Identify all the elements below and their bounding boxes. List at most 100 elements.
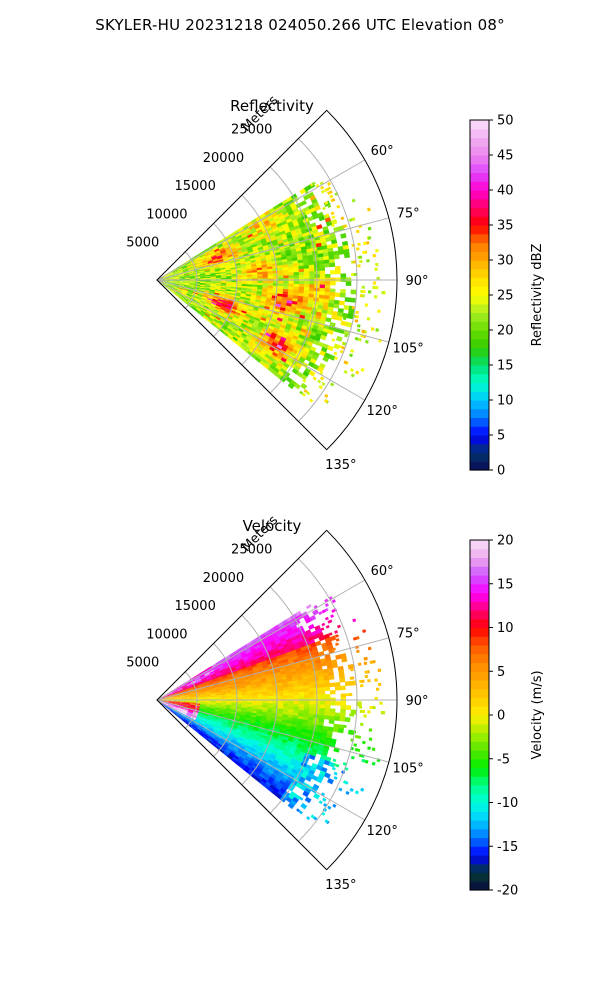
colorbar-tick-label: 5 (497, 665, 505, 680)
colorbar-tick-label: -15 (497, 840, 518, 855)
colorbar-segment (470, 382, 489, 392)
colorbar-segment (470, 365, 489, 375)
colorbar-segment (470, 417, 489, 427)
colorbar-segment (470, 190, 489, 200)
sector-outline (156, 109, 398, 451)
colorbar-segment (470, 583, 489, 594)
colorbar-segment (470, 697, 489, 707)
colorbar-tick-label: 5 (497, 429, 505, 444)
range-tick-label: 20000 (203, 151, 244, 166)
azimuth-tick-label: 90° (405, 274, 428, 289)
colorbar-tick-label: 0 (497, 709, 505, 724)
colorbar-segment (470, 741, 489, 751)
colorbar-segment (470, 715, 489, 725)
range-tick-label: 10000 (146, 627, 187, 642)
colorbar-segment (470, 146, 489, 156)
colorbar-segment (470, 793, 489, 804)
colorbar-segment (470, 207, 489, 217)
azimuth-gridline (156, 699, 389, 763)
colorbar-tick-label: 20 (497, 534, 514, 549)
colorbar-segment (470, 750, 489, 760)
colorbar-segment (470, 330, 489, 340)
colorbar-segment (470, 260, 489, 270)
colorbar-segment (470, 268, 489, 279)
colorbar-label: Reflectivity dBZ (530, 244, 545, 347)
colorbar-segment (470, 286, 489, 296)
radar-data-field (158, 181, 386, 404)
colorbar-tick-label: 0 (497, 464, 505, 479)
colorbar-segment (470, 837, 489, 847)
colorbar-segment (470, 618, 489, 629)
colorbar-segment (470, 645, 489, 655)
colorbar-segment (470, 557, 489, 567)
colorbar-segment (470, 408, 489, 419)
colorbar-segment (470, 461, 489, 471)
colorbar-segment (470, 312, 489, 322)
colorbar-segment (470, 662, 489, 672)
colorbar-segment (470, 785, 489, 795)
colorbar-segment (470, 575, 489, 585)
colorbar-segment (470, 391, 489, 401)
colorbar-segment (470, 163, 489, 174)
colorbar-segment (470, 802, 489, 812)
colorbar-tick-label: -20 (497, 884, 518, 899)
colorbar-tick-label: 30 (497, 254, 514, 269)
colorbar-segment (470, 356, 489, 366)
colorbar-segment (470, 251, 489, 261)
colorbar-tick-label: 50 (497, 114, 514, 129)
range-tick-label: 25000 (231, 123, 272, 138)
azimuth-tick-label: 120° (367, 404, 398, 419)
colorbar-segment (470, 627, 489, 637)
azimuth-tick-label: 60° (371, 564, 394, 579)
colorbar-segment (470, 828, 489, 839)
colorbar-segment (470, 723, 489, 734)
colorbar-segment (470, 540, 489, 550)
colorbar-segment (470, 636, 489, 646)
colorbar-segment (470, 128, 489, 139)
azimuth-gridline (156, 637, 389, 701)
colorbar-segment (470, 706, 489, 716)
colorbar-segment (470, 198, 489, 209)
colorbar-segment (470, 811, 489, 821)
colorbar-segment (470, 155, 489, 165)
velocity-panel-title: Velocity (242, 517, 302, 535)
colorbar-segment (470, 610, 489, 620)
velocity-colorbar: -20 -15 -10 -5 0 5 10 15 20 Velocity (m/s) (469, 534, 545, 899)
colorbar-tick-label: -5 (497, 752, 510, 767)
colorbar-segment (470, 216, 489, 226)
velocity-panel: 500010000150002000025000Meters60°75°90°1… (126, 513, 428, 893)
range-tick-label: 10000 (146, 207, 187, 222)
colorbar-segment (470, 338, 489, 349)
colorbar-segment (470, 820, 489, 830)
azimuth-tick-label: 135° (325, 458, 356, 473)
colorbar-tick-label: 20 (497, 324, 514, 339)
azimuth-tick-label: 60° (371, 144, 394, 159)
colorbar-segment (470, 435, 489, 445)
sector-outline (156, 529, 398, 871)
colorbar-segment (470, 680, 489, 690)
radar-data-field (158, 596, 386, 825)
colorbar-segment (470, 671, 489, 681)
colorbar-segment (470, 277, 489, 287)
colorbar-segment (470, 846, 489, 856)
colorbar-tick-label: 40 (497, 184, 514, 199)
range-tick-label: 5000 (126, 236, 159, 251)
colorbar-segment (470, 400, 489, 410)
colorbar-segment (470, 373, 489, 384)
colorbar-segment (470, 233, 489, 244)
colorbar-segment (470, 881, 489, 891)
colorbar-segment (470, 321, 489, 331)
azimuth-gridline (156, 279, 389, 343)
colorbar-tick-label: 45 (497, 149, 514, 164)
colorbar-tick-label: 15 (497, 577, 514, 592)
azimuth-tick-label: 75° (397, 207, 420, 222)
azimuth-gridline (156, 159, 366, 281)
azimuth-tick-label: 105° (392, 761, 423, 776)
colorbar-segment (470, 295, 489, 305)
colorbar-segment (470, 120, 489, 130)
range-tick-label: 5000 (126, 656, 159, 671)
colorbar-segment (470, 758, 489, 769)
colorbar-tick-label: 35 (497, 219, 514, 234)
colorbar-segment (470, 688, 489, 699)
